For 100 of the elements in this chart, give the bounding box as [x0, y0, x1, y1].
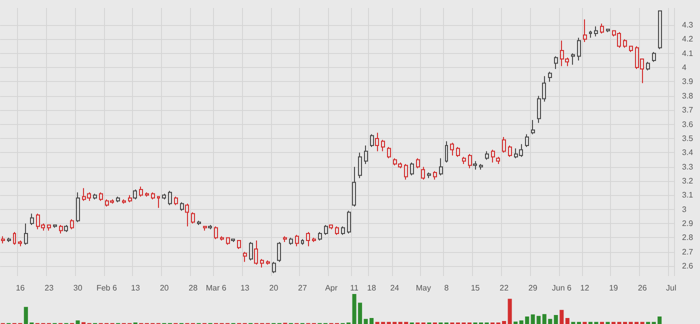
candlestick	[623, 38, 627, 48]
candlestick	[364, 145, 368, 164]
candlestick	[427, 172, 431, 179]
candlestick	[548, 71, 552, 82]
candlestick	[646, 61, 650, 71]
x-tick-label: 16	[16, 284, 26, 292]
y-tick-label: 3	[682, 204, 687, 214]
candlestick	[450, 142, 454, 156]
candlestick	[30, 213, 34, 226]
candlestick	[1, 236, 5, 244]
candlestick	[387, 146, 391, 159]
candlestick	[341, 226, 345, 236]
bar	[560, 310, 564, 324]
x-tick-label: 20	[160, 284, 170, 292]
x-tick-label: 19	[609, 284, 619, 292]
candlestick	[456, 146, 460, 158]
y-tick-label: 4.2	[682, 34, 694, 44]
candlestick	[70, 218, 74, 230]
x-tick-label: Mar 6	[206, 284, 227, 292]
candlestick	[485, 150, 489, 160]
bar	[76, 320, 80, 324]
candlestick	[174, 196, 178, 206]
y-tick-label: 2.6	[682, 262, 694, 271]
x-tick-label: 8	[444, 284, 450, 292]
x-tick-label: 12	[580, 284, 590, 292]
x-tick-label: Jun 6	[552, 284, 572, 292]
candlestick	[525, 134, 529, 148]
candlestick	[47, 224, 51, 232]
candlestick	[312, 237, 316, 242]
candlestick	[266, 260, 270, 266]
candlestick	[531, 120, 535, 135]
candlestick	[277, 241, 281, 262]
candlestick	[404, 163, 408, 180]
candlestick	[589, 30, 592, 38]
y-tick-label: 3.6	[682, 120, 694, 129]
candlestick	[347, 210, 351, 234]
y-tick-label: 4.1	[682, 48, 694, 58]
candlestick	[53, 224, 57, 228]
candlestick	[295, 234, 299, 247]
candlestick	[554, 56, 558, 70]
y-tick-label: 3.5	[682, 134, 694, 143]
candlestick	[479, 163, 483, 170]
candlestick	[214, 226, 218, 240]
candlestick	[76, 192, 80, 223]
y-tick-label: 3.1	[682, 190, 694, 200]
candlestick	[122, 198, 126, 204]
candlestick	[18, 240, 22, 247]
candlestick	[600, 23, 604, 34]
candlestick	[445, 140, 448, 164]
candlestick	[283, 236, 287, 242]
candlestick	[577, 37, 581, 61]
candlestick	[410, 162, 414, 176]
candlestick	[335, 226, 339, 236]
x-tick-label: 13	[131, 284, 140, 292]
y-tick-label: 3.9	[682, 77, 694, 86]
bar	[508, 298, 512, 324]
x-tick-label: 13	[240, 284, 250, 292]
candlestick	[116, 196, 120, 203]
x-tick-label: May	[416, 284, 432, 292]
candlestick	[583, 18, 587, 43]
candlestick	[191, 212, 195, 224]
x-tick-label: 11	[350, 284, 360, 292]
candlestick	[93, 193, 97, 200]
candlestick	[24, 223, 28, 246]
y-tick-label: 2.8	[682, 233, 694, 242]
y-tick-label: 3.7	[682, 106, 694, 115]
x-tick-label: 15	[470, 284, 480, 292]
y-tick-label: 4.3	[682, 20, 694, 30]
candlestick	[157, 196, 160, 208]
x-tick-label: Apr	[325, 284, 338, 292]
candlestick	[491, 149, 495, 164]
candlestick	[318, 232, 322, 242]
candlestick	[168, 190, 172, 206]
candlestick	[13, 232, 16, 246]
x-tick-label: 28	[188, 284, 198, 292]
y-tick-label: 3.2	[682, 176, 694, 186]
candlestick	[462, 156, 466, 164]
candlestick	[289, 237, 293, 246]
candlestick	[151, 192, 155, 200]
candlestick	[433, 170, 437, 180]
y-tick-label: 3.4	[682, 148, 694, 158]
candlestick	[99, 192, 103, 202]
candlestick	[652, 51, 656, 62]
x-tick-label: 30	[73, 284, 83, 292]
candlestick	[571, 52, 575, 66]
candlestick	[162, 193, 166, 200]
candlestick	[352, 166, 356, 208]
bar	[565, 318, 570, 324]
candlestick	[496, 156, 500, 164]
candlestick	[220, 236, 224, 242]
candlestick	[139, 186, 143, 198]
x-tick-label: 23	[44, 284, 54, 292]
x-tick-label: 24	[390, 284, 400, 292]
candlestick	[594, 26, 598, 37]
x-tick-label: Jul	[666, 284, 676, 292]
y-tick-label: 2.7	[682, 247, 694, 256]
y-tick-label: 2.9	[682, 219, 694, 228]
candlestick	[237, 240, 241, 250]
x-tick-label: 18	[367, 284, 377, 292]
x-tick-label: 20	[269, 284, 279, 292]
